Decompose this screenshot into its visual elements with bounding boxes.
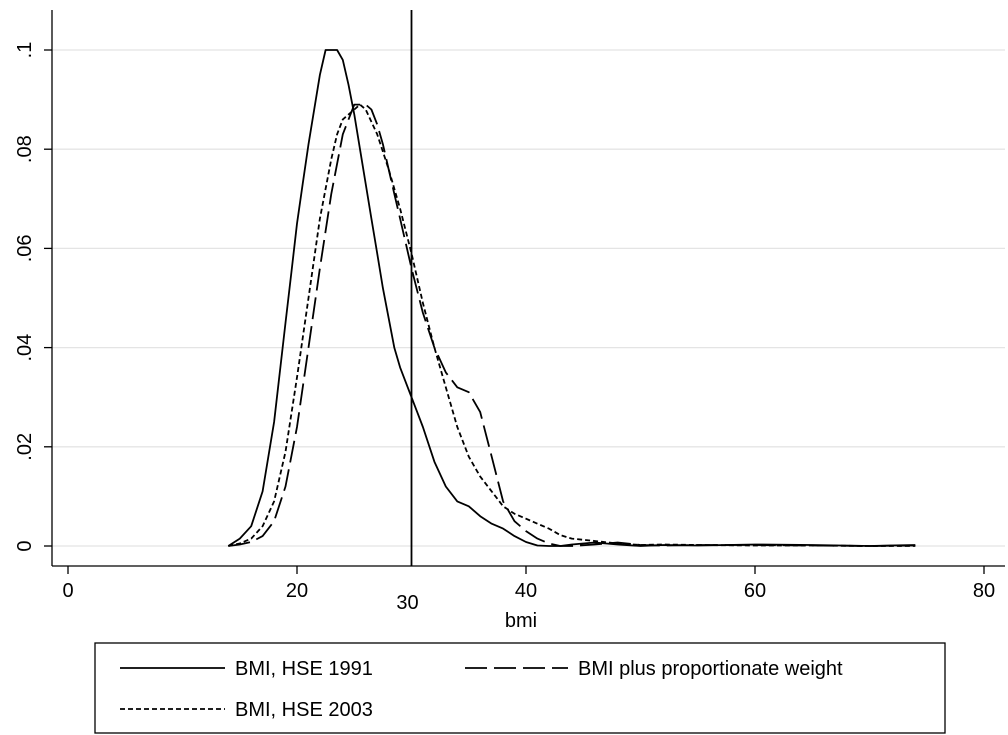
legend: BMI, HSE 1991 BMI plus proportionate weig… bbox=[94, 642, 946, 734]
x-tick-label: 60 bbox=[744, 580, 766, 602]
y-tick-label: .1 bbox=[14, 42, 36, 59]
grid-lines bbox=[52, 49, 1005, 547]
x-tick-label: 40 bbox=[515, 580, 537, 602]
legend-box bbox=[94, 642, 946, 734]
series-lines bbox=[227, 49, 916, 547]
legend-label: BMI plus proportionate weight bbox=[578, 658, 843, 680]
x-tick-label: 0 bbox=[62, 580, 73, 602]
series-line-2 bbox=[228, 103, 916, 547]
y-tick-label: 0 bbox=[14, 540, 36, 551]
y-tick-label: .08 bbox=[14, 135, 36, 163]
x-tick-label: 20 bbox=[286, 580, 308, 602]
y-tick-label: .02 bbox=[14, 433, 36, 461]
y-ticks: 0 .02 .04 .06 .08 .1 bbox=[14, 42, 52, 552]
legend-label: BMI, HSE 1991 bbox=[235, 658, 373, 680]
legend-label: BMI, HSE 2003 bbox=[235, 699, 373, 721]
series-line-1 bbox=[227, 49, 916, 547]
x-tick-label: 80 bbox=[973, 580, 995, 602]
x-axis-title: bmi bbox=[505, 610, 537, 632]
axes bbox=[51, 10, 1005, 567]
reference-line-label: 30 bbox=[396, 592, 418, 614]
y-tick-label: .06 bbox=[14, 234, 36, 262]
series-line-3 bbox=[228, 103, 916, 547]
x-ticks: 0 20 40 60 80 30 bbox=[62, 566, 995, 614]
y-tick-label: .04 bbox=[14, 334, 36, 362]
